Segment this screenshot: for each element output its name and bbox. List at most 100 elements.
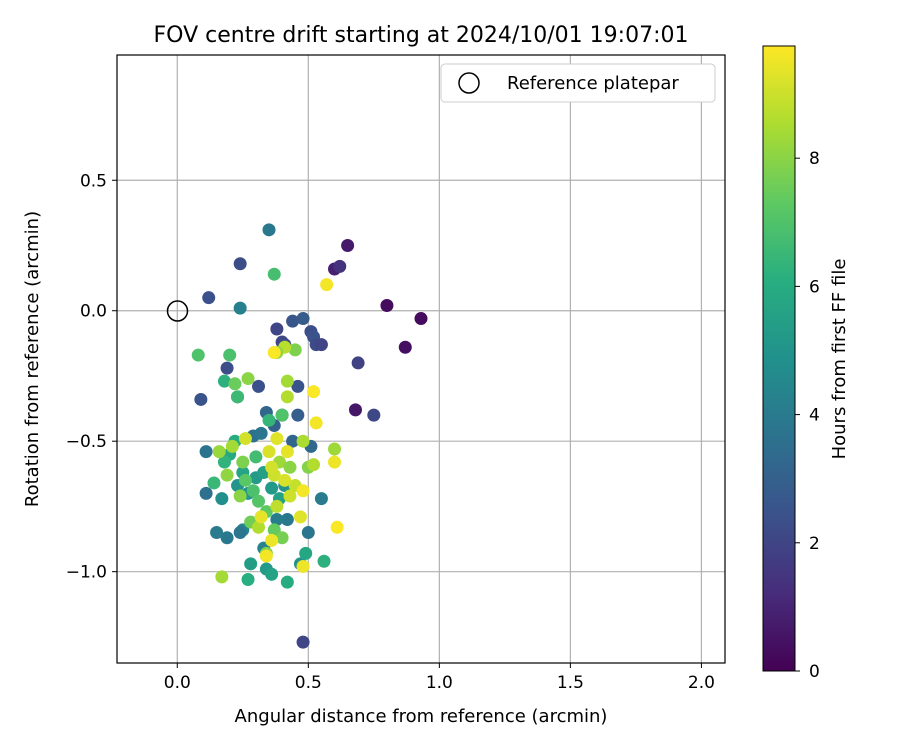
data-point [231, 390, 245, 404]
data-point [265, 533, 279, 547]
data-point [252, 494, 266, 508]
data-point [333, 259, 347, 273]
data-point [215, 570, 229, 584]
data-point [280, 445, 294, 459]
data-point [270, 499, 284, 513]
data-point [296, 635, 310, 649]
y-tick-label: −1.0 [66, 563, 107, 583]
data-point [296, 484, 310, 498]
colorbar-tick-label: 4 [809, 406, 820, 426]
data-point [270, 322, 284, 336]
y-axis-label: Rotation from reference (arcmin) [22, 211, 43, 507]
x-tick-label: 0.5 [295, 673, 322, 693]
data-point [202, 291, 216, 305]
y-tick-label: 0.0 [80, 302, 107, 322]
data-point [217, 374, 231, 388]
data-point [314, 338, 328, 352]
data-point [270, 512, 284, 526]
data-point [286, 434, 300, 448]
data-point [233, 301, 247, 315]
data-point [296, 434, 310, 448]
colorbar: 0 2 4 6 8 Hours from first FF file [762, 45, 850, 682]
data-point [262, 223, 276, 237]
data-point [328, 442, 342, 456]
x-tick-label: 1.5 [557, 673, 584, 693]
data-point [320, 278, 334, 292]
data-point [254, 510, 268, 524]
data-point [275, 408, 289, 422]
data-point [252, 520, 266, 534]
data-point [199, 445, 213, 459]
data-point [223, 348, 237, 362]
data-point [233, 257, 247, 271]
x-tick-label: 2.0 [688, 673, 715, 693]
data-point [348, 403, 362, 417]
x-axis-ticks: 0.0 0.5 1.0 1.5 2.0 [164, 663, 715, 693]
colorbar-label: Hours from first FF file [829, 259, 850, 460]
y-axis-ticks: 0.5 0.0 −0.5 −1.0 [66, 171, 117, 583]
data-point [291, 379, 305, 393]
data-point [296, 559, 310, 573]
data-point [280, 374, 294, 388]
data-point [278, 473, 292, 487]
data-point [225, 439, 239, 453]
data-point [210, 526, 224, 540]
data-point [288, 343, 302, 357]
data-point [262, 413, 276, 427]
data-point [398, 340, 412, 354]
data-point [301, 526, 315, 540]
x-tick-label: 1.0 [426, 673, 453, 693]
colorbar-tick-label: 6 [809, 277, 820, 297]
data-point [254, 426, 268, 440]
data-point [262, 445, 276, 459]
plot-frame [116, 54, 726, 664]
colorbar-gradient [762, 45, 796, 672]
data-point [238, 473, 252, 487]
data-point [246, 484, 260, 498]
data-point [236, 455, 250, 469]
data-points [191, 223, 428, 649]
grid-lines [117, 55, 725, 663]
data-point [309, 416, 323, 430]
data-point [307, 458, 321, 472]
data-point [280, 512, 294, 526]
data-point [280, 390, 294, 404]
data-point [244, 557, 258, 571]
data-point [241, 372, 255, 386]
colorbar-tick-label: 8 [809, 149, 820, 169]
data-point [351, 356, 365, 370]
legend-label: Reference platepar [507, 73, 679, 94]
data-point [267, 267, 281, 281]
data-point [207, 476, 221, 490]
colorbar-tick-label: 0 [809, 662, 820, 682]
data-point [291, 408, 305, 422]
x-axis-label: Angular distance from reference (arcmin) [235, 706, 608, 727]
data-point [212, 445, 226, 459]
data-point [270, 432, 284, 446]
data-point [265, 567, 279, 581]
data-point [293, 510, 307, 524]
data-point [314, 492, 328, 506]
data-point [286, 314, 300, 328]
colorbar-tick-label: 2 [809, 534, 820, 554]
data-point [228, 377, 242, 391]
legend-box [440, 63, 716, 103]
data-point [328, 455, 342, 469]
data-point [233, 526, 247, 540]
data-point [265, 481, 279, 495]
data-point [307, 385, 321, 399]
data-point [259, 549, 273, 563]
data-point [280, 575, 294, 589]
reference-platepar-marker [166, 300, 189, 322]
data-point [249, 450, 263, 464]
data-point [199, 486, 213, 500]
data-point [220, 531, 234, 545]
data-point [341, 238, 355, 252]
data-point [265, 460, 279, 474]
data-point [299, 546, 313, 560]
data-point [367, 408, 381, 422]
data-point [283, 460, 297, 474]
data-point [330, 520, 344, 534]
y-tick-label: 0.5 [80, 171, 107, 191]
